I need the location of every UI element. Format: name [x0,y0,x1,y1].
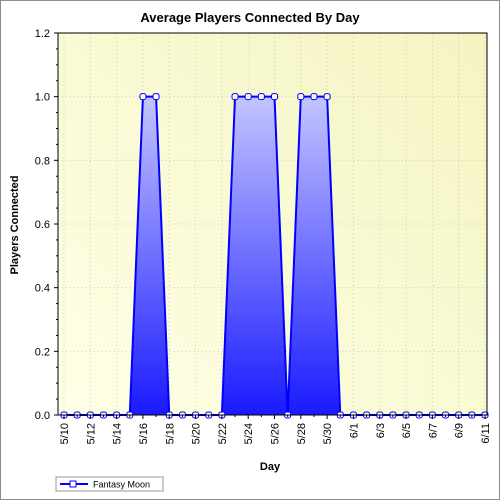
x-tick-label: 5/28 [296,423,308,444]
x-tick-label: 6/5 [401,423,413,438]
data-point-marker [152,93,160,101]
x-tick-label: 6/9 [454,423,466,438]
x-tick-label: 5/10 [59,423,71,444]
legend-box [55,476,164,492]
chart-title: Average Players Connected By Day [140,10,360,25]
x-tick-label: 5/16 [138,423,150,444]
x-tick-label: 6/3 [375,423,387,438]
data-point-marker [139,93,147,101]
data-point-marker [231,93,239,101]
y-tick-label: 0.2 [35,346,50,358]
x-tick-labels: 5/10 5/12 5/14 5/16 5/18 5/20 5/22 5/24 5/26 5/28… [59,423,492,444]
series-area-segment [287,96,341,416]
series-markers [60,93,489,419]
data-point-marker [323,93,331,101]
legend: Fantasy Moon [55,476,164,492]
x-tick-label: 5/22 [217,423,229,444]
y-tick-label: 1.2 [35,28,50,40]
legend-label: Fantasy Moon [93,480,150,490]
data-point-marker [244,93,252,101]
x-tick-label: 5/20 [191,423,203,444]
x-tick-label: 6/1 [348,423,360,438]
axes [54,32,486,419]
series-areas [129,96,341,416]
data-point-marker [297,93,305,101]
y-tick-label: 1.0 [35,92,50,104]
y-tick-label: 0.8 [35,155,50,167]
series-area-segment [221,96,288,416]
legend-marker-swatch [69,480,77,488]
y-tick-label: 0.0 [35,410,50,422]
x-tick-label: 6/7 [427,423,439,438]
x-tick-label: 5/26 [270,423,282,444]
data-point-marker [271,93,278,101]
data-point-marker [310,93,318,101]
x-tick-label: 5/14 [112,423,124,444]
x-tick-label: 5/18 [164,423,176,444]
x-tick-label: 5/30 [322,423,334,444]
y-tick-labels: 0.0 0.2 0.4 0.6 0.8 1.0 1.2 [35,28,50,422]
y-axis-title: Players Connected [9,175,21,274]
x-tick-label: 6/11 [480,423,492,444]
x-tick-label: 5/24 [243,423,255,444]
x-axis-title: Day [260,461,281,473]
y-tick-label: 0.6 [35,219,50,231]
y-tick-label: 0.4 [35,283,50,295]
data-point-marker [257,93,265,101]
x-tick-label: 5/12 [85,423,97,444]
